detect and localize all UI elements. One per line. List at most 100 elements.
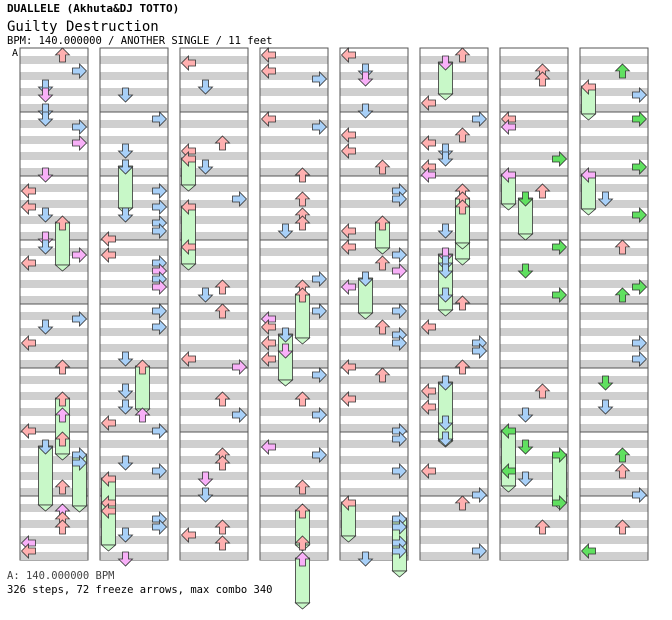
beat-band: [100, 424, 168, 432]
step-arrow: [597, 399, 614, 415]
step-arrow: [580, 167, 596, 183]
beat-band: [100, 488, 168, 496]
beat-band: [20, 312, 88, 320]
beat-band: [260, 104, 328, 112]
beat-band: [580, 552, 648, 560]
step-arrow: [37, 439, 54, 455]
beat-band: [20, 216, 88, 224]
beat-band: [100, 296, 168, 304]
step-arrow: [420, 167, 436, 183]
step-arrow: [632, 351, 648, 367]
freeze-tail: [357, 312, 374, 320]
beat-band: [340, 504, 408, 512]
beat-band: [20, 440, 88, 448]
beat-band: [580, 376, 648, 384]
step-arrow: [454, 127, 471, 143]
beat-band: [580, 360, 648, 368]
beat-band: [180, 216, 248, 224]
beat-band: [420, 152, 488, 160]
step-arrow: [72, 247, 88, 263]
step-arrow: [100, 415, 116, 431]
step-arrow: [392, 191, 408, 207]
step-arrow: [374, 319, 391, 335]
beat-band: [180, 344, 248, 352]
step-arrow: [72, 135, 88, 151]
step-arrow: [614, 519, 631, 535]
freeze-tail: [580, 113, 597, 121]
beat-band: [20, 456, 88, 464]
beat-band: [20, 168, 88, 176]
beat-band: [100, 152, 168, 160]
step-arrow: [260, 319, 276, 335]
beat-band: [500, 56, 568, 64]
step-arrow: [20, 183, 36, 199]
beat-band: [500, 232, 568, 240]
step-arrow: [340, 359, 356, 375]
beat-band: [180, 504, 248, 512]
step-arrow: [580, 543, 596, 559]
step-arrow: [392, 263, 408, 279]
beat-band: [500, 72, 568, 80]
step-arrow: [117, 383, 134, 399]
beat-band: [580, 120, 648, 128]
beat-band: [580, 168, 648, 176]
step-arrow: [277, 327, 294, 343]
beat-band: [260, 520, 328, 528]
step-arrow: [580, 79, 596, 95]
step-arrow: [37, 167, 54, 183]
step-arrow: [500, 119, 516, 135]
step-arrow: [312, 367, 328, 383]
beat-band: [340, 328, 408, 336]
beat-band: [260, 72, 328, 80]
step-arrow: [552, 239, 568, 255]
beat-band: [100, 248, 168, 256]
freeze-tail: [54, 453, 71, 461]
freeze-tail: [437, 309, 454, 317]
beat-band: [100, 232, 168, 240]
beat-band: [340, 216, 408, 224]
step-arrow: [54, 391, 71, 407]
step-arrow: [454, 295, 471, 311]
beat-band: [420, 456, 488, 464]
step-arrow: [117, 527, 134, 543]
beat-band: [180, 232, 248, 240]
step-arrow: [420, 463, 436, 479]
step-arrow: [100, 471, 116, 487]
step-arrow: [20, 543, 36, 559]
beat-band: [340, 248, 408, 256]
step-arrow: [180, 199, 196, 215]
beat-band: [340, 520, 408, 528]
beat-band: [500, 120, 568, 128]
beat-band: [420, 376, 488, 384]
beat-band: [20, 56, 88, 64]
step-arrow: [260, 351, 276, 367]
step-arrow: [437, 247, 454, 263]
beat-band: [500, 344, 568, 352]
step-arrow: [134, 407, 151, 423]
step-arrow: [517, 191, 534, 207]
beat-band: [420, 232, 488, 240]
step-arrow: [312, 71, 328, 87]
step-arrow: [437, 55, 454, 71]
step-arrow: [552, 287, 568, 303]
beat-band: [420, 488, 488, 496]
beat-band: [20, 392, 88, 400]
beat-band: [340, 168, 408, 176]
beat-band: [180, 456, 248, 464]
beat-band: [580, 424, 648, 432]
beat-band: [340, 536, 408, 544]
step-arrow: [117, 87, 134, 103]
freeze-tail: [580, 208, 597, 216]
step-arrow: [197, 471, 214, 487]
freeze-tail: [294, 337, 311, 345]
beat-band: [100, 504, 168, 512]
beat-band: [420, 168, 488, 176]
step-arrow: [134, 359, 151, 375]
beat-band: [100, 216, 168, 224]
beat-band: [260, 264, 328, 272]
beat-band: [260, 440, 328, 448]
beat-band: [260, 392, 328, 400]
beat-band: [420, 472, 488, 480]
beat-band: [20, 344, 88, 352]
beat-band: [500, 360, 568, 368]
